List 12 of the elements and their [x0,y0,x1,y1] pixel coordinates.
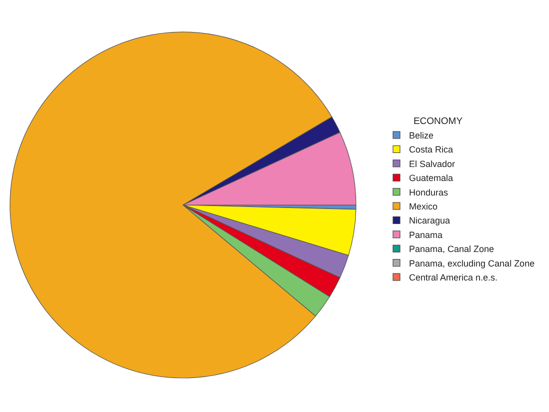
legend-label: Nicaragua [409,216,450,226]
legend-label: Panama, Canal Zone [409,244,494,254]
legend-label: Central America n.e.s. [409,272,498,282]
legend-label: Panama, excluding Canal Zone [409,258,535,268]
legend-label: El Salvador [409,158,456,169]
legend-label: Guatemala [409,173,454,184]
legend-label: Mexico [409,202,438,212]
legend-label: Panama [409,230,443,240]
legend-title: ECONOMY [413,116,464,127]
legend-label: Honduras [409,187,449,198]
legend-label: Belize [409,130,434,140]
legend-label: Costa Rica [409,144,454,155]
